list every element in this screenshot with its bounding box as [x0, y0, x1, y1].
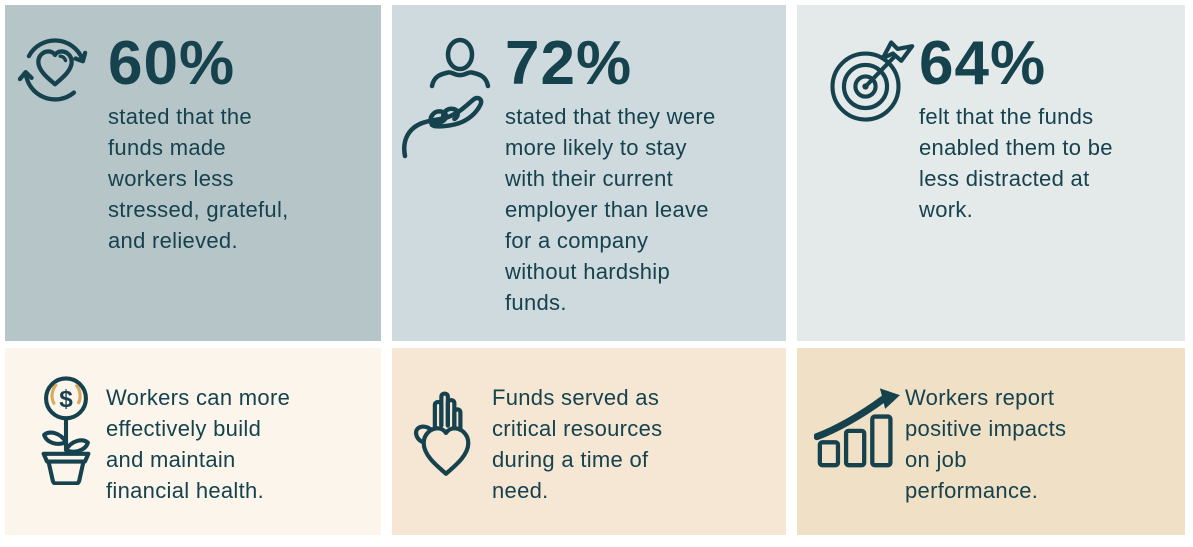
stat-value: 60%: [108, 29, 236, 98]
takeaway-card-job-performance: Workers report positive impacts on job p…: [797, 348, 1185, 535]
stat-value: 64%: [919, 29, 1047, 98]
person-in-hand-icon: [398, 33, 498, 159]
growth-chart-icon: [814, 387, 902, 469]
stat-card-retention: 72% stated that they were more likely to…: [392, 5, 786, 341]
takeaway-description: Workers can more effectively build and m…: [106, 385, 291, 503]
takeaway-description: Funds served as critical resources durin…: [492, 385, 663, 503]
stat-card-stress-relief: 60% stated that the funds made workers l…: [5, 5, 381, 341]
takeaway-description: Workers report positive impacts on job p…: [905, 385, 1067, 503]
money-plant-icon: $: [31, 372, 101, 485]
takeaway-card-critical-resources: Funds served as critical resources durin…: [392, 348, 786, 535]
svg-text:$: $: [59, 386, 73, 413]
target-arrow-icon: [827, 35, 915, 127]
stat-description: stated that they were more likely to sta…: [505, 104, 716, 315]
hand-heart-icon: [407, 382, 485, 482]
stat-description: felt that the funds enabled them to be l…: [919, 104, 1113, 222]
stat-card-focus: 64% felt that the funds enabled them to …: [797, 5, 1185, 341]
stat-value: 72%: [505, 29, 633, 98]
renewing-heart-icon: [15, 28, 95, 112]
takeaway-card-financial-health: $ Workers can more effectively build and…: [5, 348, 381, 535]
stat-description: stated that the funds made workers less …: [108, 104, 289, 253]
